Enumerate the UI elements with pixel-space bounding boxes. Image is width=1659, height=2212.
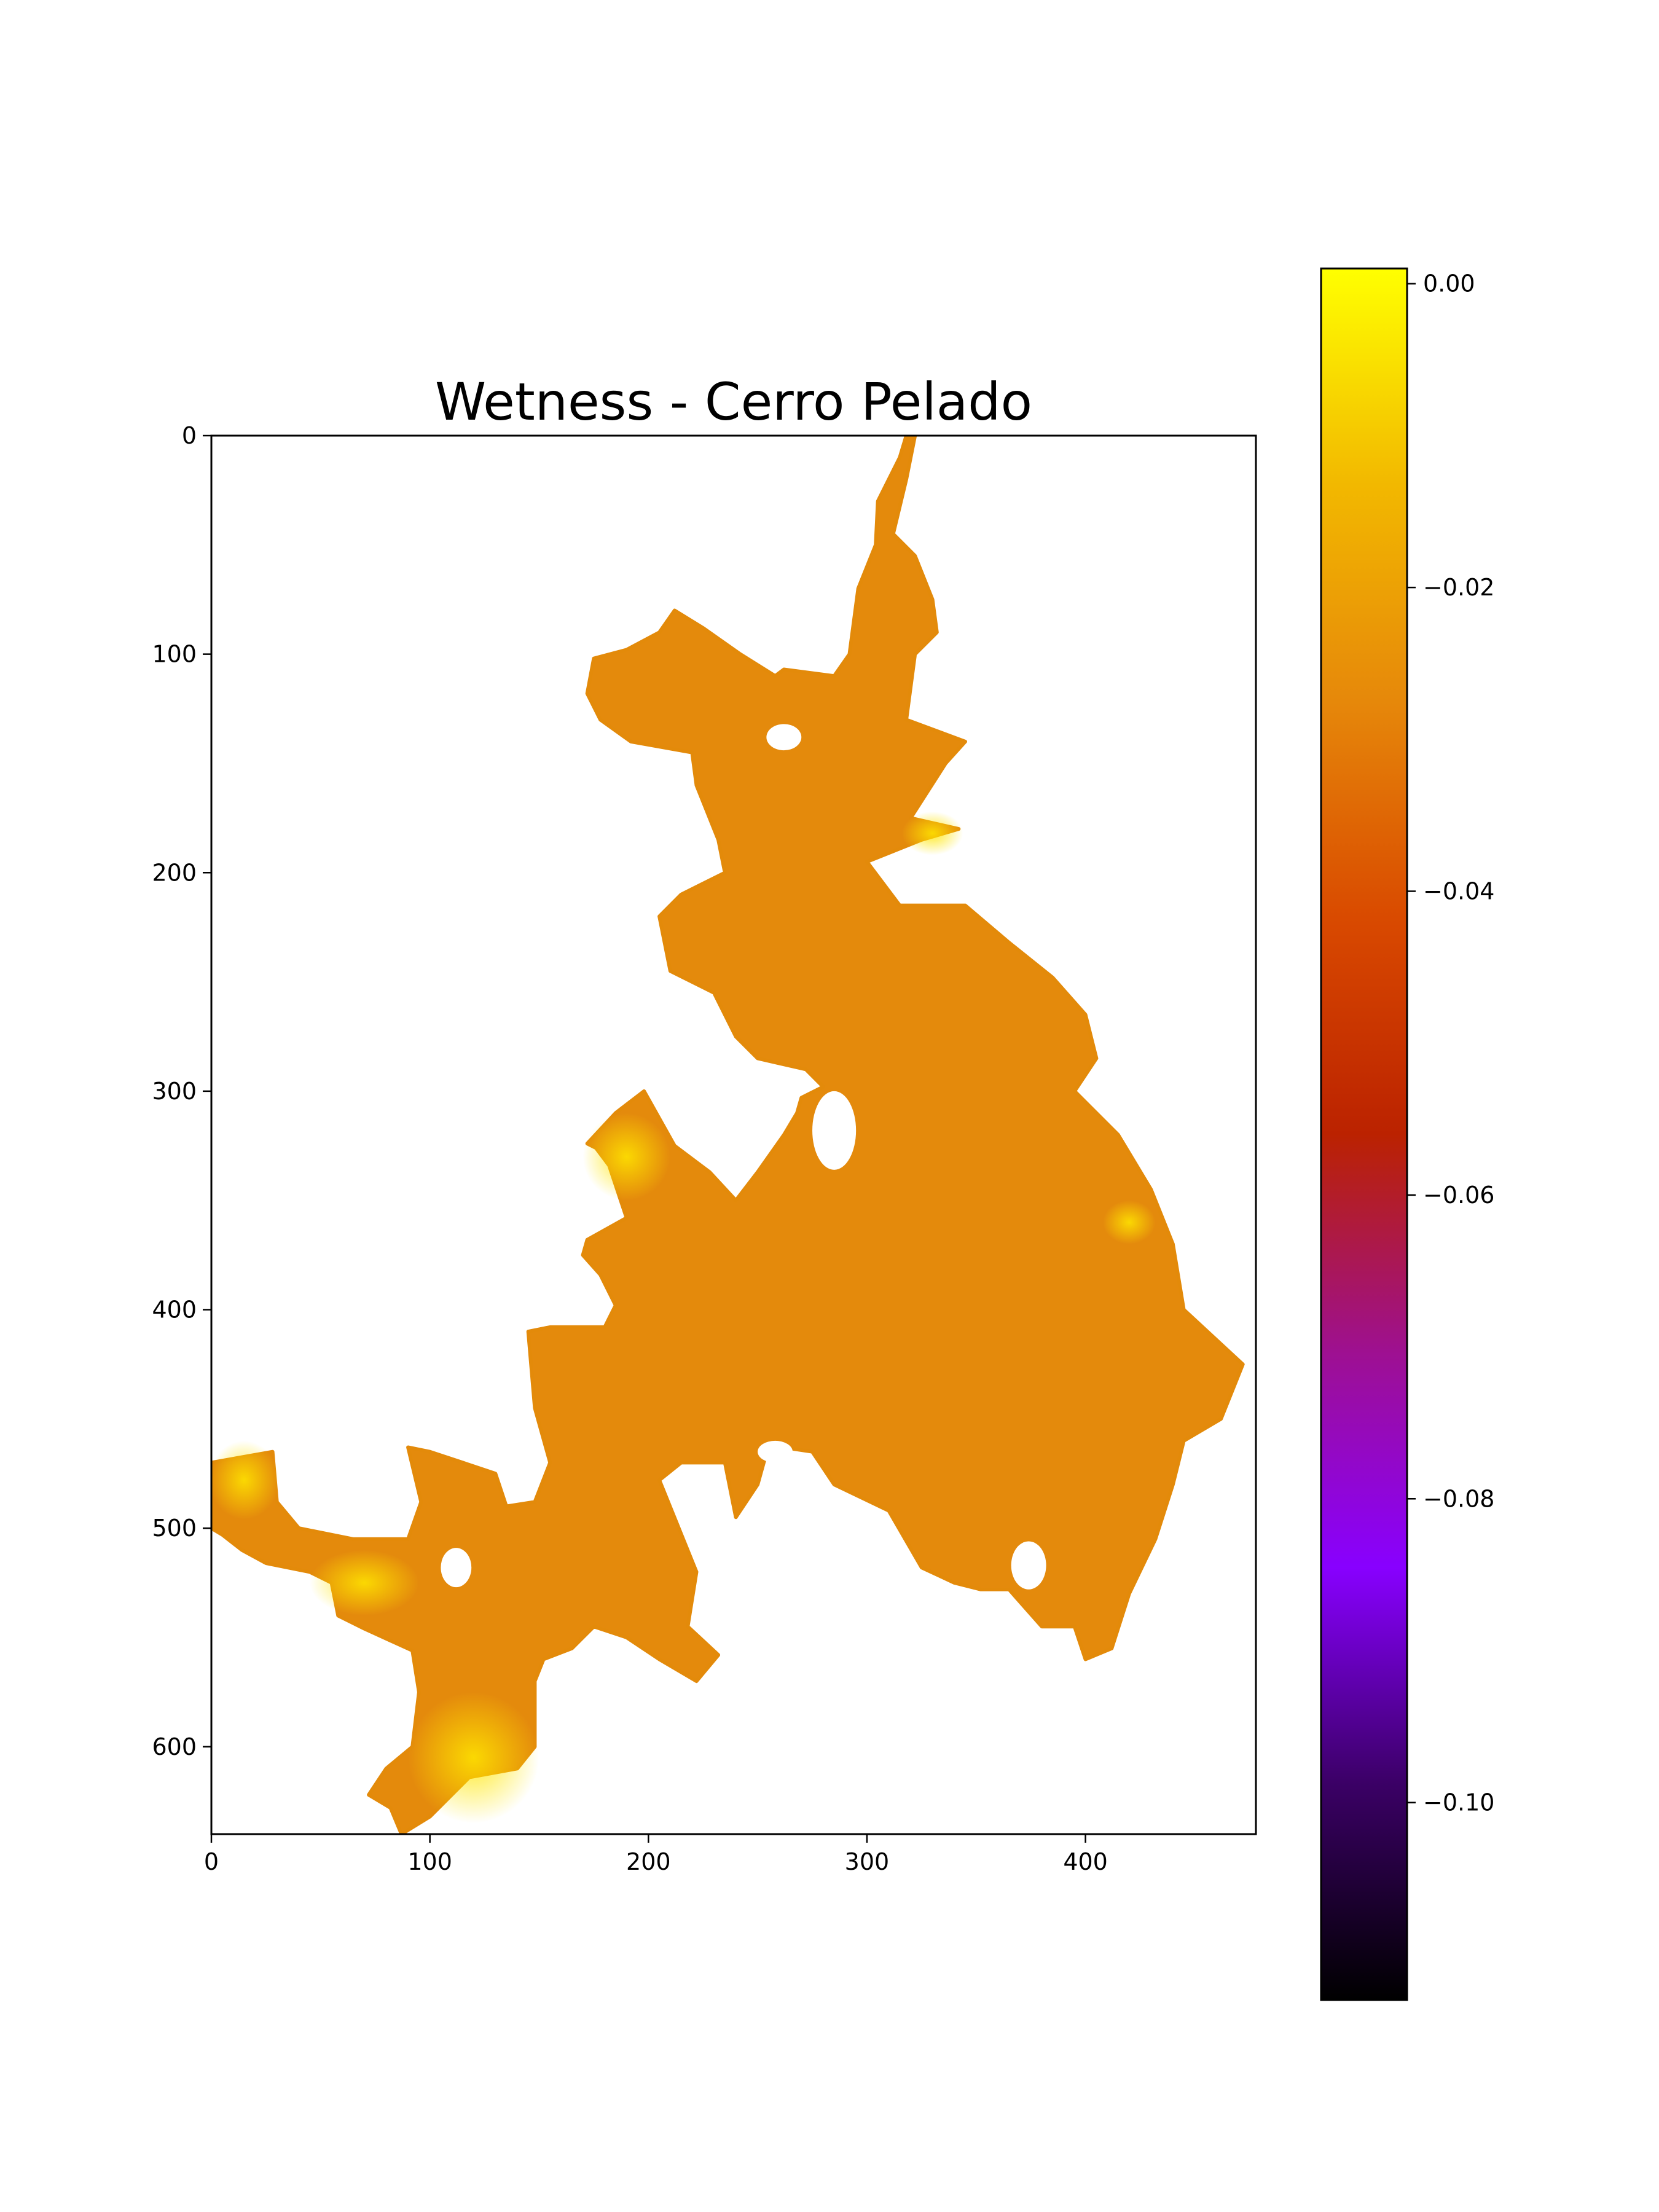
region-hole-5 [758, 1440, 793, 1463]
colorbar-frame [1320, 267, 1408, 2001]
colorbar-gradient [1321, 269, 1407, 2000]
y-tick-label: 500 [152, 1515, 197, 1542]
x-tick-label: 300 [845, 1848, 890, 1875]
x-tick-label: 0 [204, 1848, 219, 1875]
x-tick-label: 100 [407, 1848, 452, 1875]
region-hole-1 [766, 724, 802, 751]
colorbar-tick-label: −0.08 [1423, 1485, 1494, 1512]
bright-spot-1 [211, 1440, 280, 1520]
colorbar-tick-label: −0.02 [1423, 574, 1494, 601]
colorbar: 0.00 −0.02 −0.04 −0.06 −0.08 −0.10 [1320, 267, 1494, 2001]
y-tick-label: 200 [152, 859, 197, 886]
x-tick-label: 400 [1063, 1848, 1108, 1875]
region-hole-2 [812, 1091, 857, 1170]
bright-spot-6 [1103, 1200, 1156, 1244]
chart-title: Wetness - Cerro Pelado [435, 372, 1032, 432]
wetness-region [211, 436, 1245, 1834]
region-hole-3 [441, 1548, 472, 1588]
colorbar-tick-label: −0.10 [1423, 1789, 1494, 1816]
y-tick-label: 300 [152, 1078, 197, 1105]
colorbar-tick-label: 0.00 [1423, 270, 1475, 297]
x-tick-label: 200 [626, 1848, 671, 1875]
plot-frame [210, 434, 1257, 1835]
colorbar-tick-label: −0.06 [1423, 1182, 1494, 1209]
colorbar-tick-label: −0.04 [1423, 877, 1494, 904]
bright-spot-2 [901, 811, 963, 855]
y-tick-label: 600 [152, 1733, 197, 1760]
bright-spot-4 [310, 1550, 419, 1616]
y-tick-label: 400 [152, 1296, 197, 1324]
bright-spot-3 [408, 1692, 539, 1824]
x-axis: 0 100 200 300 400 [204, 1834, 1108, 1875]
y-tick-label: 0 [182, 422, 197, 449]
y-axis: 0 100 200 300 400 500 600 [152, 422, 211, 1760]
bright-spot-5 [582, 1113, 670, 1201]
plot-area [210, 434, 1257, 1835]
region-hole-4 [1011, 1541, 1046, 1590]
y-tick-label: 100 [152, 641, 197, 668]
